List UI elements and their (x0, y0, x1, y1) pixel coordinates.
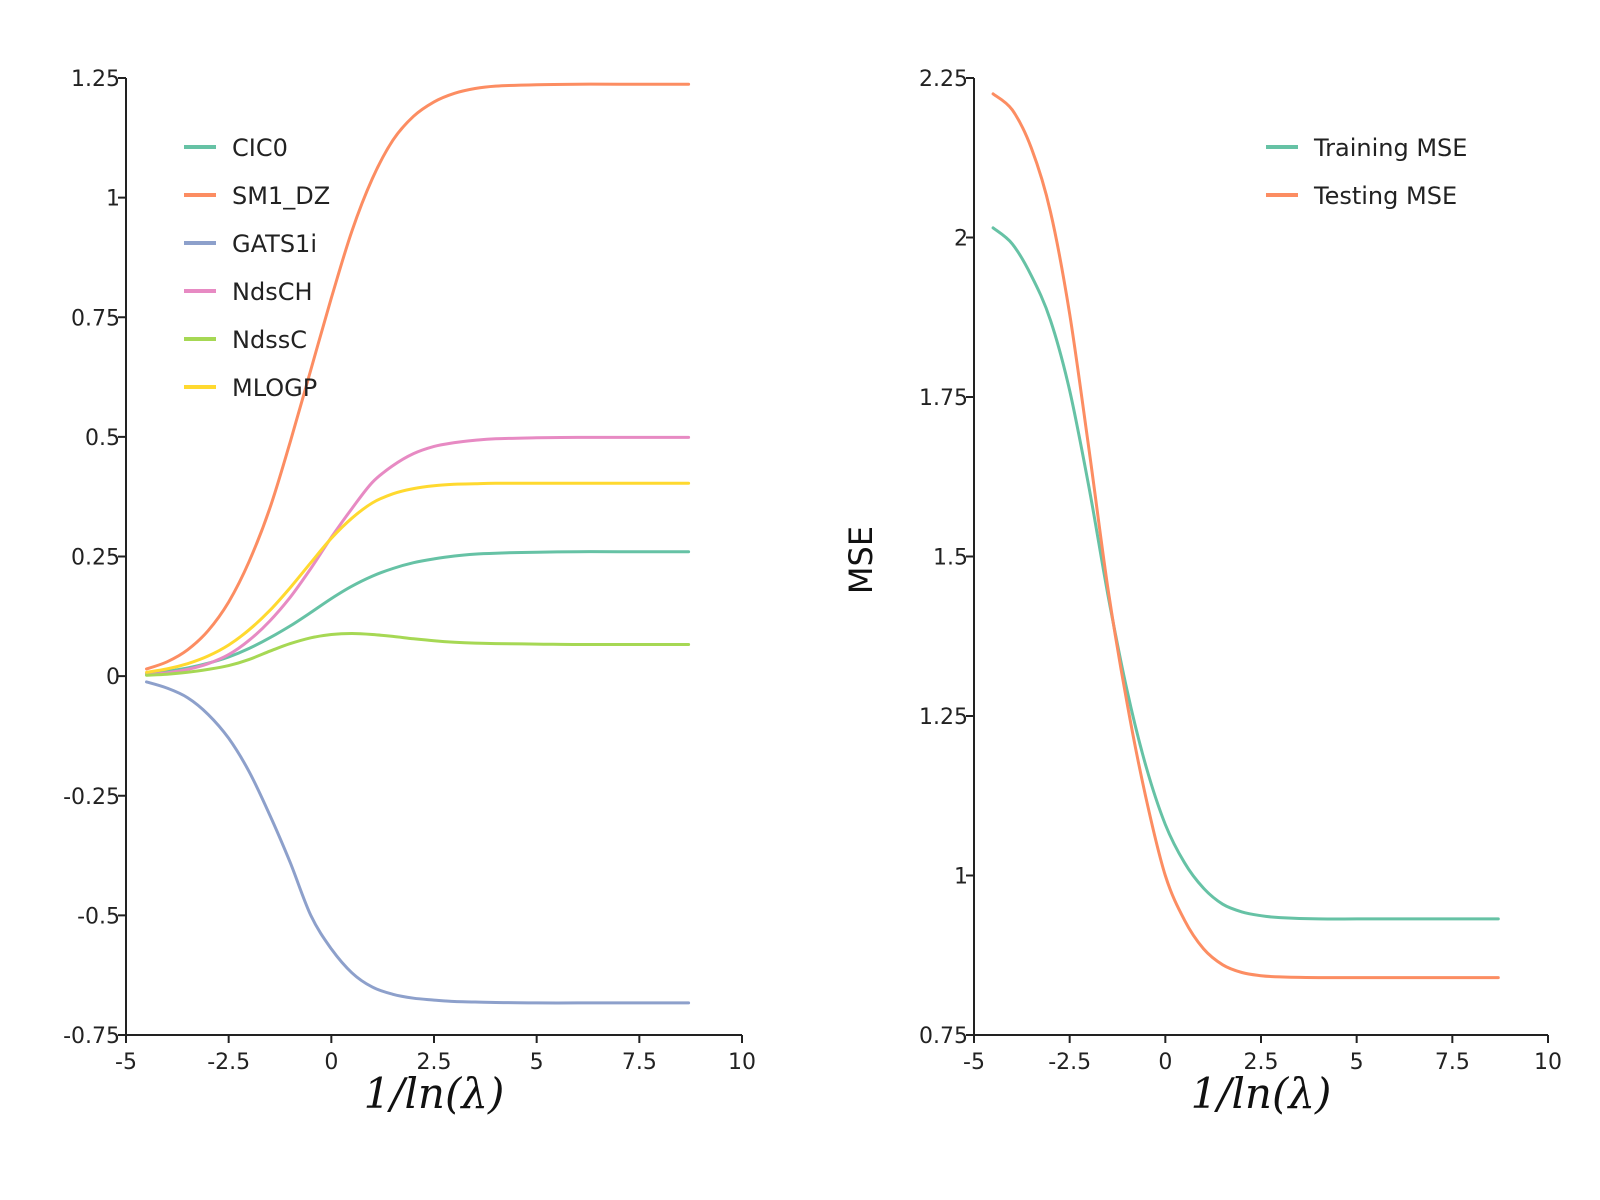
x-tick-label: 2.5 (1244, 1050, 1279, 1075)
right-chart-panel: 0.75 1 1.25 1.5 1.75 2 2.25 -5 -2.5 0 2.5 5 7.5 10 Tra… (842, 67, 1562, 1118)
series-line-ndsch (145, 435, 691, 677)
x-tick-label: 2.5 (417, 1050, 452, 1075)
x-axis-title: 1/ln(λ) (1191, 1069, 1332, 1118)
y-tick-label: 1 (106, 187, 120, 212)
x-tick-label: 10 (728, 1050, 756, 1075)
x-tick-label: -5 (115, 1050, 137, 1075)
legend-label: GATS1i (232, 230, 317, 258)
series-line-ndssc (145, 632, 691, 677)
y-tick-label: 0.25 (71, 546, 120, 571)
legend-label: Training MSE (1313, 134, 1467, 162)
x-tick-label: 0 (324, 1050, 338, 1075)
x-tick-label: 0 (1158, 1050, 1172, 1075)
y-tick-label: 0.75 (919, 1024, 968, 1049)
series-line-gats1i (145, 680, 691, 1005)
x-tick-label: 7.5 (622, 1050, 657, 1075)
legend-label: CIC0 (232, 134, 288, 162)
legend-label: MLOGP (232, 374, 317, 402)
y-tick-label: 1.25 (919, 705, 968, 730)
y-tick-label: -0.25 (63, 785, 120, 810)
series-line-testing-mse (991, 92, 1500, 980)
x-tick-label: 5 (1350, 1050, 1364, 1075)
x-tick-label: 10 (1534, 1050, 1562, 1075)
y-tick-label: 1.5 (933, 546, 968, 571)
x-tick-label: -5 (963, 1050, 985, 1075)
series-line-sm1-dz (145, 82, 691, 671)
x-tick-label: 5 (530, 1050, 544, 1075)
series-line-mlogp (145, 481, 691, 674)
x-tick-label: -2.5 (1048, 1050, 1091, 1075)
x-axis-title: 1/ln(λ) (364, 1069, 505, 1118)
y-tick-label: 1.25 (71, 67, 120, 92)
y-tick-label: -0.5 (77, 904, 120, 929)
y-tick-label: 1.75 (919, 386, 968, 411)
y-tick-label: 2.25 (919, 67, 968, 92)
y-tick-label: 0.75 (71, 306, 120, 331)
y-tick-label: -0.75 (63, 1024, 120, 1049)
legend-label: SM1_DZ (232, 182, 330, 210)
x-tick-label: -2.5 (207, 1050, 250, 1075)
y-tick-label: 0 (106, 665, 120, 690)
series-line-training-mse (991, 226, 1500, 921)
legend-label: Testing MSE (1313, 182, 1457, 210)
y-tick-label: 2 (954, 227, 968, 252)
left-chart-panel: -0.75 -0.5 -0.25 0 0.25 0.5 0.75 1 1.25 -5 -2.5 0 2.… (63, 67, 756, 1118)
x-tick-label: 7.5 (1435, 1050, 1470, 1075)
legend-label: NdsCH (232, 278, 313, 306)
y-axis-title: MSE (842, 526, 880, 594)
y-tick-label: 1 (954, 865, 968, 890)
legend-label: NdssC (232, 326, 307, 354)
y-tick-label: 0.5 (85, 426, 120, 451)
